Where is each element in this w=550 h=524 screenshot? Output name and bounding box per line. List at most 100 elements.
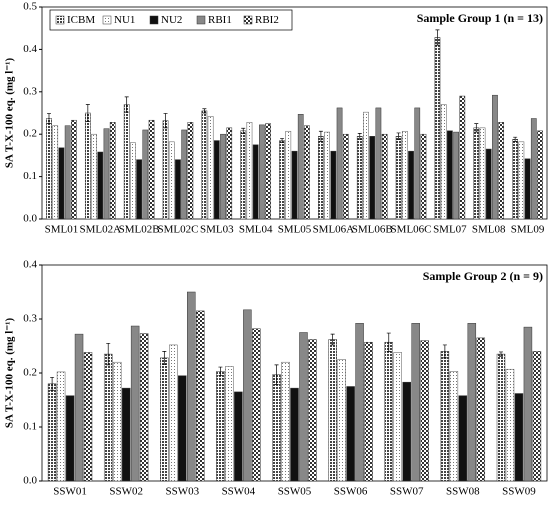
bar	[58, 147, 65, 220]
bar	[265, 123, 271, 220]
legend-swatch	[102, 15, 112, 25]
bar	[46, 118, 52, 220]
bar	[523, 326, 533, 482]
bar	[473, 127, 480, 220]
y-axis-title: SA T-X-100 eq. (mg l⁻¹)	[4, 318, 16, 429]
error-bar	[442, 344, 447, 359]
bar	[337, 359, 346, 482]
bar	[496, 353, 506, 482]
bar	[74, 333, 84, 482]
bar	[175, 159, 181, 220]
legend-label: NU1	[114, 14, 135, 26]
bar	[65, 395, 75, 482]
y-tick-label: 0.3	[23, 313, 37, 325]
bar	[375, 107, 382, 220]
bar	[187, 291, 196, 482]
bar	[364, 341, 373, 482]
x-tick-label: SML02A	[79, 224, 121, 236]
bar	[148, 119, 155, 220]
bar	[420, 340, 429, 482]
legend-swatch	[55, 15, 65, 25]
bar	[476, 337, 486, 482]
bar	[160, 357, 169, 482]
bar	[514, 393, 524, 482]
error-bar	[435, 29, 440, 46]
x-tick-label: SSW06	[334, 486, 368, 498]
bar	[434, 37, 441, 220]
bar	[290, 387, 299, 482]
bar	[447, 130, 453, 220]
error-bar	[106, 342, 111, 366]
error-bar	[274, 364, 279, 385]
bar	[91, 133, 97, 220]
bar	[299, 332, 308, 482]
bar	[393, 352, 402, 482]
error-bar	[474, 123, 479, 133]
error-bar	[163, 113, 168, 129]
error-bar	[50, 376, 55, 391]
bar	[252, 328, 261, 482]
error-bar	[318, 130, 323, 142]
bar	[449, 371, 459, 482]
y-tick-label: 0.1	[23, 421, 37, 433]
bar	[395, 136, 402, 220]
bar	[234, 391, 243, 482]
x-tick-label: SML05	[278, 224, 312, 236]
error-bar	[46, 113, 51, 124]
error-bar	[218, 366, 223, 377]
y-tick-label: 0.0	[23, 213, 37, 225]
y-tick-label: 0.4	[23, 43, 37, 55]
x-tick-label: SML02B	[119, 224, 160, 236]
bar	[291, 150, 298, 220]
bar	[246, 122, 253, 220]
bar	[369, 136, 376, 220]
bar	[103, 353, 113, 482]
x-tick-label: SML09	[511, 224, 545, 236]
bar	[308, 339, 317, 482]
bar	[213, 140, 220, 220]
y-tick-label: 0.4	[23, 259, 37, 271]
bar	[459, 95, 466, 220]
bar	[318, 136, 324, 220]
x-tick-label: SSW01	[53, 486, 87, 498]
error-bar	[513, 136, 518, 142]
bar	[458, 395, 468, 482]
x-tick-label: SML07	[433, 224, 467, 236]
bar	[103, 128, 110, 220]
x-tick-label: SML02C	[157, 224, 198, 236]
error-bar	[162, 351, 167, 365]
x-tick-label: SML08	[472, 224, 506, 236]
bar	[136, 159, 142, 220]
x-tick-label: SSW05	[278, 486, 312, 498]
bar	[70, 119, 77, 220]
y-tick-label: 0.2	[23, 367, 37, 379]
legend-label: ICBM	[67, 14, 95, 26]
y-tick-label: 0.0	[23, 475, 37, 487]
y-axis-title: SA T-X-100 eq. (mg l⁻¹)	[4, 58, 16, 169]
bar	[272, 374, 281, 482]
bar	[187, 122, 194, 220]
bar	[524, 158, 531, 220]
legend-swatch	[243, 15, 253, 25]
x-tick-label: SML01	[45, 224, 79, 236]
error-bar	[498, 351, 503, 357]
bar	[479, 127, 486, 220]
legend-label: RBI1	[208, 14, 232, 26]
y-tick-label: 0.5	[23, 1, 37, 13]
bar	[420, 133, 427, 220]
bar	[225, 366, 234, 482]
bar	[285, 130, 292, 220]
bar	[440, 351, 450, 482]
bar	[304, 125, 310, 220]
x-tick-label: SSW08	[446, 486, 480, 498]
bar	[169, 344, 178, 482]
error-bar	[124, 96, 129, 113]
bar	[84, 112, 91, 220]
bar	[123, 104, 130, 220]
bar	[324, 131, 330, 220]
bar	[381, 133, 388, 220]
bar	[240, 130, 247, 220]
error-bar	[85, 104, 90, 122]
error-bar	[330, 333, 335, 346]
